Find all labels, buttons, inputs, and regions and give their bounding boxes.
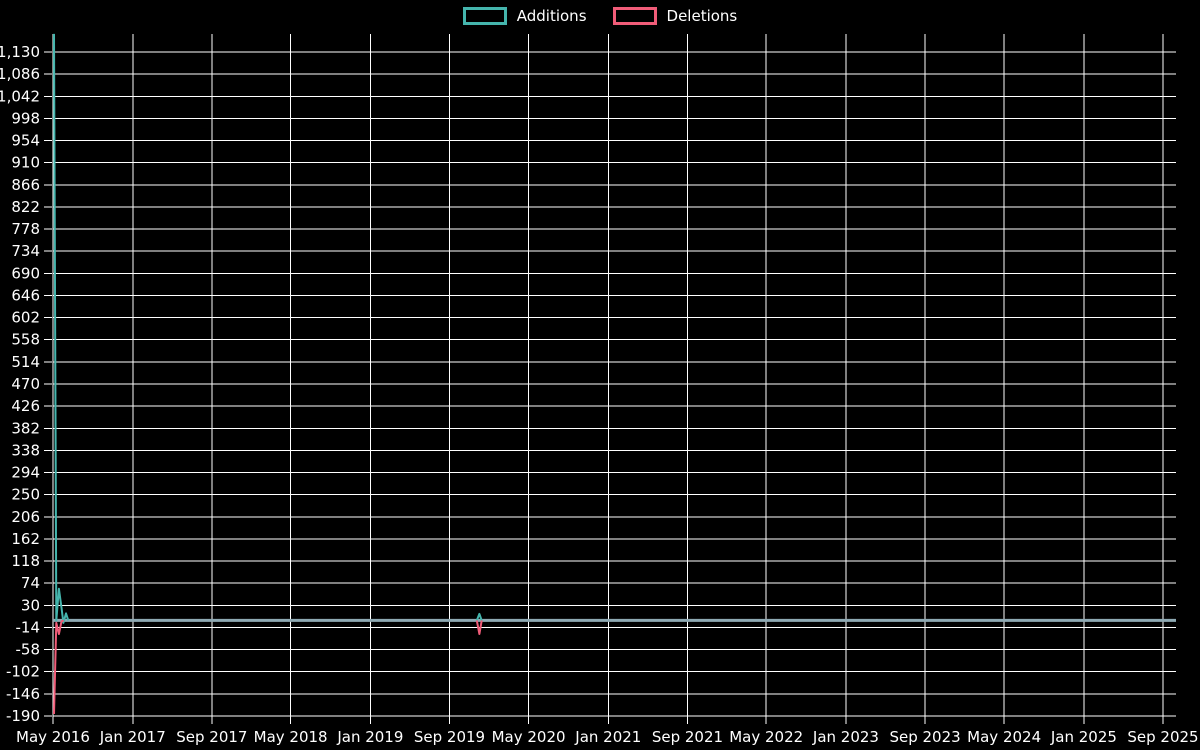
y-tick-label: -102: [6, 663, 40, 681]
y-tick-label: 1,086: [0, 65, 40, 83]
y-tick-label: 338: [11, 441, 40, 459]
legend-item-deletions[interactable]: Deletions: [612, 7, 738, 25]
y-tick-label: 382: [11, 419, 40, 437]
y-tick-label: 426: [11, 397, 40, 415]
y-tick-label: -58: [16, 641, 41, 659]
x-tick-label: Sep 2023: [889, 728, 960, 746]
x-tick-label: May 2020: [492, 728, 566, 746]
y-tick-label: -190: [6, 707, 40, 725]
x-tick-label: Jan 2025: [1050, 728, 1117, 746]
y-tick-label: 250: [11, 486, 40, 504]
y-tick-label: 118: [11, 552, 40, 570]
y-tick-label: 954: [11, 132, 40, 150]
chart-legend: Additions Deletions: [0, 7, 1200, 25]
y-tick-label: 1,130: [0, 43, 40, 61]
x-tick-label: Jan 2023: [812, 728, 879, 746]
y-tick-label: 514: [11, 353, 40, 371]
x-tick-label: May 2024: [967, 728, 1041, 746]
y-tick-label: 470: [11, 375, 40, 393]
x-tick-label: Sep 2025: [1127, 728, 1198, 746]
y-tick-label: 646: [11, 286, 40, 304]
x-tick-label: May 2016: [16, 728, 90, 746]
x-tick-label: Jan 2017: [99, 728, 166, 746]
y-tick-label: 206: [11, 508, 40, 526]
additions-line: [53, 33, 70, 624]
x-tick-label: Sep 2017: [176, 728, 247, 746]
y-tick-label: 558: [11, 331, 40, 349]
y-tick-label: -14: [16, 618, 41, 636]
deletions-swatch: [612, 7, 657, 25]
x-tick-label: Jan 2019: [336, 728, 403, 746]
y-tick-label: 778: [11, 220, 40, 238]
y-tick-label: 866: [11, 176, 40, 194]
y-tick-label: 74: [21, 574, 40, 592]
y-tick-label: 1,042: [0, 87, 40, 105]
additions-swatch: [462, 7, 507, 25]
y-tick-label: 910: [11, 154, 40, 172]
y-tick-label: 690: [11, 264, 40, 282]
deletions-line: [53, 619, 65, 715]
legend-label-additions: Additions: [516, 7, 587, 25]
additions-line: [475, 612, 483, 621]
y-tick-label: 822: [11, 198, 40, 216]
y-tick-label: 294: [11, 464, 40, 482]
x-tick-label: Jan 2021: [574, 728, 641, 746]
y-tick-label: 998: [11, 109, 40, 127]
y-tick-label: -146: [6, 685, 40, 703]
deletions-line: [475, 620, 483, 635]
x-tick-label: May 2018: [254, 728, 328, 746]
legend-label-deletions: Deletions: [666, 7, 738, 25]
x-tick-label: Sep 2021: [652, 728, 723, 746]
y-tick-label: 734: [11, 242, 40, 260]
y-tick-label: 30: [21, 596, 40, 614]
x-tick-label: Sep 2019: [414, 728, 485, 746]
y-tick-label: 162: [11, 530, 40, 548]
legend-item-additions[interactable]: Additions: [462, 7, 587, 25]
x-tick-label: May 2022: [729, 728, 803, 746]
y-tick-label: 602: [11, 309, 40, 327]
